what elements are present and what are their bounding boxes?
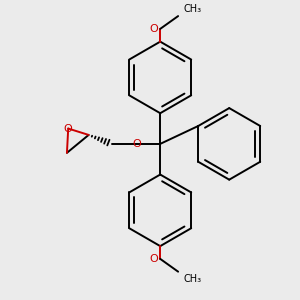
Text: O: O <box>133 139 142 149</box>
Text: O: O <box>149 254 158 264</box>
Text: CH₃: CH₃ <box>183 4 201 14</box>
Text: O: O <box>64 124 73 134</box>
Text: O: O <box>149 24 158 34</box>
Text: CH₃: CH₃ <box>183 274 201 284</box>
